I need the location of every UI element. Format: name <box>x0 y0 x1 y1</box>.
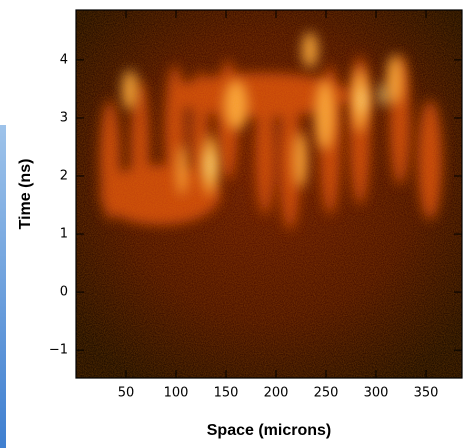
y-tick-label: 1 <box>60 227 68 242</box>
y-tick-label: 0 <box>60 285 68 300</box>
x-tick-label: 100 <box>164 386 189 401</box>
x-tick-label: 250 <box>314 386 339 401</box>
x-tick-label: 200 <box>264 386 289 401</box>
y-tick-label: 3 <box>60 110 68 125</box>
heatmap-image <box>76 10 462 378</box>
plot-frame <box>75 9 463 379</box>
x-tick-label: 50 <box>118 386 135 401</box>
y-tick-label: 4 <box>60 52 68 67</box>
x-tick-label: 150 <box>214 386 239 401</box>
y-tick-label: −1 <box>49 343 68 358</box>
y-axis-title: Time (ns) <box>17 159 34 230</box>
x-tick-label: 300 <box>364 386 389 401</box>
x-axis-title: Space (microns) <box>207 422 331 439</box>
side-strip <box>0 125 6 448</box>
y-tick-label: 2 <box>60 169 68 184</box>
x-tick-label: 350 <box>414 386 439 401</box>
